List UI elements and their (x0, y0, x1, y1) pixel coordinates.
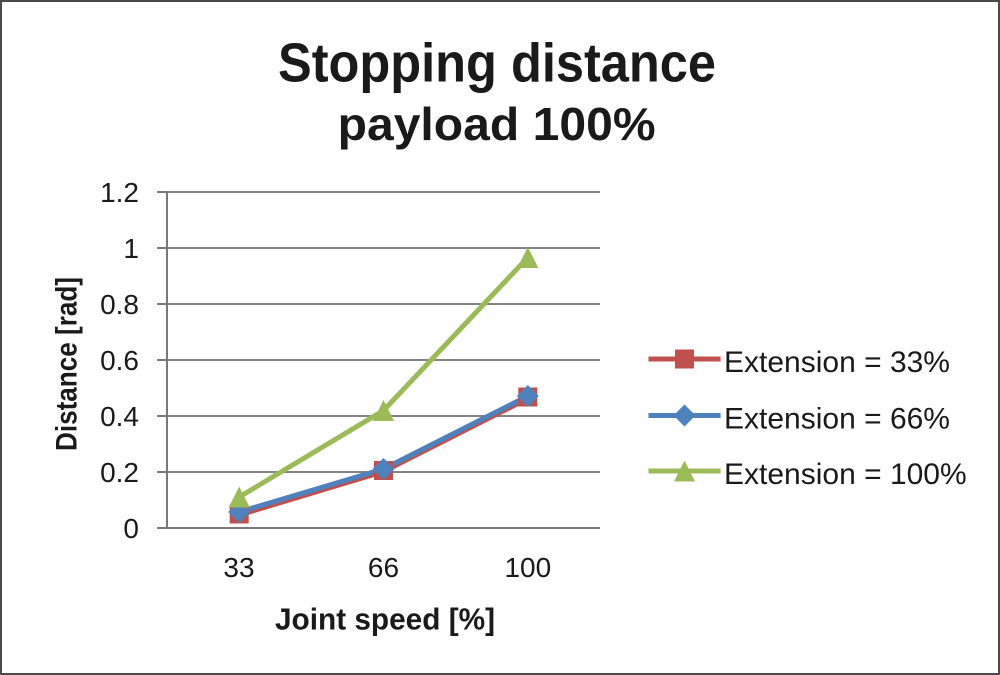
svg-text:66: 66 (368, 552, 399, 583)
svg-text:0.2: 0.2 (100, 457, 139, 488)
svg-text:Extension = 100%: Extension = 100% (724, 458, 967, 491)
svg-text:Joint speed [%]: Joint speed [%] (275, 602, 495, 637)
svg-text:1.2: 1.2 (100, 177, 139, 208)
svg-text:33: 33 (223, 552, 254, 583)
svg-text:Distance [rad]: Distance [rad] (51, 277, 84, 451)
svg-text:0.6: 0.6 (100, 345, 139, 376)
svg-text:0.4: 0.4 (100, 401, 139, 432)
svg-text:0: 0 (123, 513, 139, 544)
svg-text:Extension = 33%: Extension = 33% (724, 346, 950, 379)
svg-text:100: 100 (504, 552, 551, 583)
svg-text:1: 1 (123, 233, 139, 264)
svg-text:payload 100%: payload 100% (338, 98, 656, 150)
svg-text:Stopping distance: Stopping distance (278, 32, 716, 94)
svg-text:Extension = 66%: Extension = 66% (724, 403, 950, 436)
svg-text:0.8: 0.8 (100, 289, 139, 320)
